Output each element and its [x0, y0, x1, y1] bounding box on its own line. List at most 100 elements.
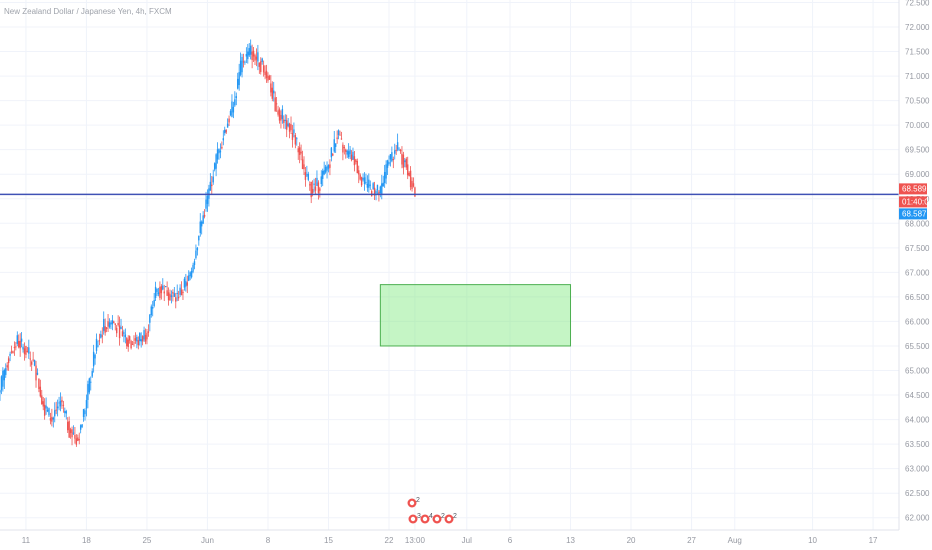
candle-body — [146, 332, 148, 340]
candle-body — [365, 182, 367, 184]
candle-body — [226, 123, 229, 128]
candle-body — [324, 166, 327, 173]
candle-body — [311, 188, 314, 194]
candle-body — [362, 177, 364, 180]
candle-body — [190, 270, 193, 278]
x-tick-label: 6 — [508, 536, 513, 545]
event-marker-2[interactable]: 4 — [420, 513, 434, 524]
candle-body — [358, 170, 360, 175]
candle-body — [313, 183, 315, 186]
event-marker-4[interactable]: 2 — [444, 513, 458, 524]
candle-body — [10, 351, 13, 353]
candle-body — [2, 370, 4, 387]
candle-body — [359, 174, 361, 180]
candle-body — [216, 149, 219, 160]
candle-body — [291, 132, 294, 140]
candle-body — [64, 410, 66, 414]
candle-body — [316, 177, 318, 186]
y-tick-label: 63.500 — [905, 440, 930, 449]
candle-body — [401, 153, 403, 165]
x-tick-label: 25 — [142, 536, 151, 545]
candle-body — [32, 359, 34, 361]
candle-body — [41, 395, 43, 405]
candle-body — [275, 103, 278, 105]
candle-body — [251, 51, 253, 61]
candle-body — [189, 272, 191, 277]
chart-zones[interactable] — [379, 284, 572, 347]
event-count-2: 4 — [429, 513, 433, 520]
candle-body — [69, 429, 72, 433]
candle-body — [143, 330, 145, 340]
time-axis[interactable]: 11 18 25 Jun 8 15 22 13:00 Jul 6 13 20 27 Aug 10 17 — [22, 536, 878, 545]
price-tag-bg — [899, 183, 927, 195]
candle-body — [163, 291, 165, 294]
candle-body — [117, 322, 119, 326]
candle-body — [88, 378, 91, 393]
event-markers[interactable]: 2 3 4 2 2 — [407, 497, 458, 524]
candle-body — [391, 152, 393, 162]
candle-body — [238, 72, 240, 86]
candle-body — [208, 188, 210, 199]
candle-body — [212, 176, 214, 183]
candle-body — [414, 187, 416, 197]
candle-body — [128, 336, 131, 341]
candle-body — [150, 306, 152, 315]
candle-body — [388, 162, 390, 165]
candle-body — [203, 214, 206, 217]
event-count-top: 2 — [416, 497, 420, 504]
event-flag-inner-icon — [422, 516, 428, 522]
candle-body — [130, 341, 132, 349]
x-tick-label: 20 — [627, 536, 636, 545]
candle-body — [317, 182, 320, 193]
candle-body — [159, 286, 161, 299]
x-tick-label: 10 — [808, 536, 817, 545]
candle-body — [186, 282, 188, 286]
candle-body — [140, 339, 142, 342]
x-tick-label: 22 — [385, 536, 394, 545]
candle-body — [149, 314, 151, 323]
candle-body — [20, 338, 23, 342]
y-tick-label: 64.000 — [905, 416, 930, 425]
event-marker-row[interactable]: 3 4 2 2 — [408, 513, 458, 524]
candle-body — [198, 236, 200, 241]
candle-body — [104, 326, 106, 333]
candle-body — [306, 174, 308, 176]
candle-body — [411, 180, 413, 190]
candle-body — [304, 172, 307, 180]
event-flag-inner-icon — [409, 500, 415, 506]
event-marker-1[interactable]: 3 — [408, 513, 422, 524]
candle-body — [350, 154, 353, 161]
candle-body — [209, 181, 212, 191]
candle-body — [252, 50, 255, 57]
candle-body — [147, 331, 150, 334]
candle-body — [182, 291, 184, 293]
event-marker-3[interactable]: 2 — [432, 513, 446, 524]
y-tick-label: 71.000 — [905, 72, 930, 81]
candle-body — [368, 179, 370, 188]
price-tags: 68.589 01:40:09 68.587 — [899, 183, 932, 220]
event-count-3: 2 — [441, 513, 445, 520]
candle-body — [110, 322, 112, 325]
candle-body — [124, 334, 127, 338]
candle-body — [372, 183, 374, 189]
candle-body — [290, 124, 292, 131]
x-tick-label: 11 — [22, 536, 31, 545]
candle-body — [363, 177, 366, 185]
candle-body — [262, 65, 265, 73]
candle-body — [95, 338, 98, 351]
price-axis[interactable]: 62.000 62.500 63.000 63.500 64.000 64.500 65.0… — [905, 0, 930, 523]
candle-body — [245, 53, 248, 57]
target-zone[interactable] — [379, 284, 572, 347]
candle-body — [398, 149, 400, 151]
candle-body — [25, 345, 27, 355]
event-marker-top[interactable]: 2 — [407, 497, 421, 508]
candle-body — [231, 101, 233, 117]
y-tick-label: 69.500 — [905, 146, 930, 155]
candle-body — [136, 336, 138, 342]
y-tick-label: 70.000 — [905, 121, 930, 130]
candle-body — [164, 286, 167, 288]
candle-body — [237, 78, 239, 89]
candle-body — [19, 340, 21, 349]
candle-body — [162, 285, 164, 290]
